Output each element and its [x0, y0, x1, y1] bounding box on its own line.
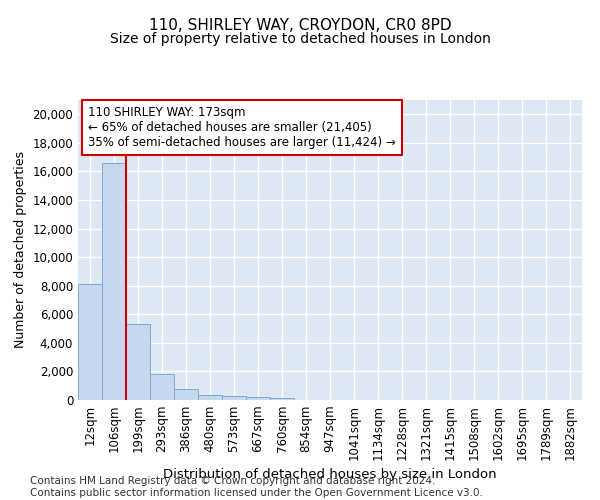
Bar — [150, 374, 174, 400]
Text: Size of property relative to detached houses in London: Size of property relative to detached ho… — [110, 32, 490, 46]
Text: Contains HM Land Registry data © Crown copyright and database right 2024.
Contai: Contains HM Land Registry data © Crown c… — [30, 476, 483, 498]
Y-axis label: Number of detached properties: Number of detached properties — [14, 152, 27, 348]
X-axis label: Distribution of detached houses by size in London: Distribution of detached houses by size … — [163, 468, 497, 481]
Bar — [270, 398, 294, 400]
Bar — [102, 163, 126, 400]
Text: 110, SHIRLEY WAY, CROYDON, CR0 8PD: 110, SHIRLEY WAY, CROYDON, CR0 8PD — [149, 18, 451, 32]
Bar — [174, 390, 198, 400]
Bar — [126, 324, 150, 400]
Bar — [78, 284, 102, 400]
Bar — [222, 396, 246, 400]
Bar — [246, 397, 270, 400]
Bar — [198, 396, 222, 400]
Text: 110 SHIRLEY WAY: 173sqm
← 65% of detached houses are smaller (21,405)
35% of sem: 110 SHIRLEY WAY: 173sqm ← 65% of detache… — [88, 106, 396, 149]
